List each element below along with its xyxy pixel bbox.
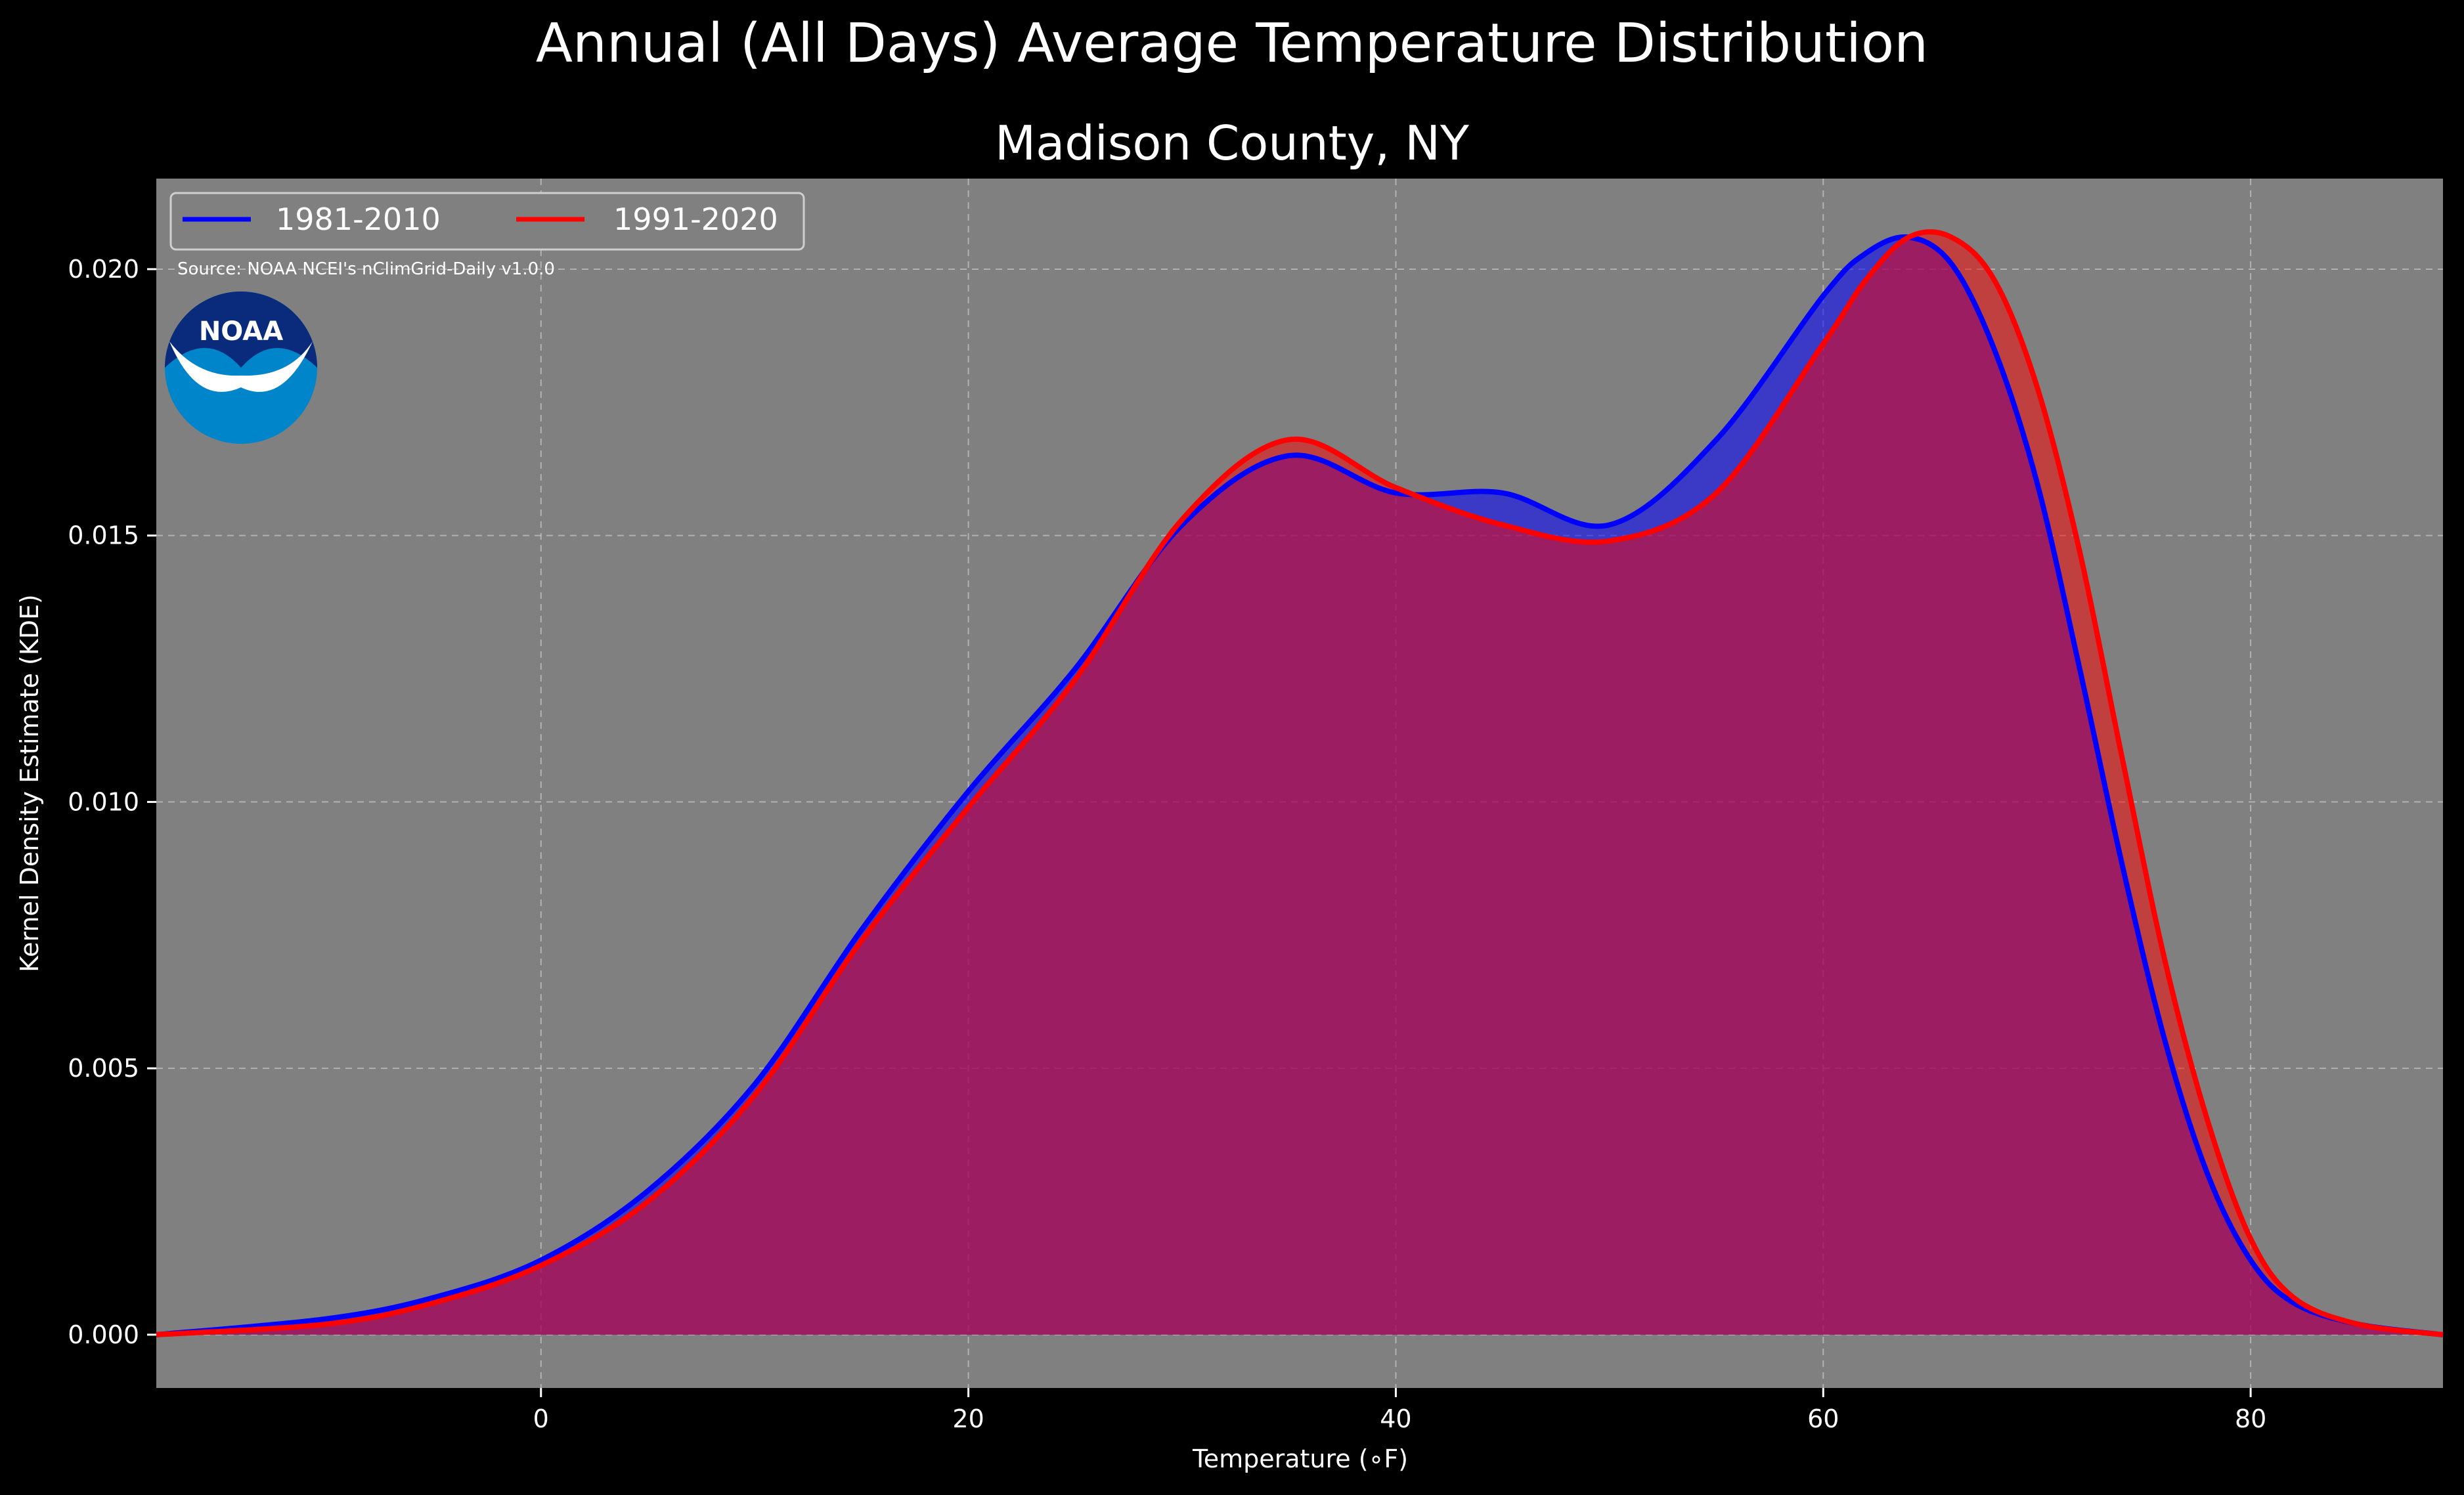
noaa-logo-text: NOAA	[199, 316, 283, 347]
y-tick-label: 0.015	[68, 521, 139, 550]
chart-subtitle: Madison County, NY	[994, 116, 1470, 171]
x-tick-label: 0	[533, 1404, 549, 1433]
x-tick-label: 80	[2235, 1404, 2266, 1433]
legend-label-1991-2020: 1991-2020	[613, 202, 778, 237]
noaa-logo-top	[165, 292, 317, 368]
series-fills	[156, 232, 2443, 1335]
line-1991-2020	[156, 229, 2444, 1337]
y-tick-label: 0.000	[68, 1320, 139, 1349]
y-tick-label: 0.005	[68, 1054, 139, 1083]
legend: 1981-2010 1991-2020	[169, 192, 805, 251]
x-tick-label: 60	[1807, 1404, 1839, 1433]
line-1981-2010	[156, 234, 2444, 1337]
y-tick-label: 0.010	[68, 787, 139, 816]
y-axis-label: Kernel Density Estimate (KDE)	[15, 594, 44, 972]
source-note: Source: NOAA NCEI's nClimGrid-Daily v1.0…	[177, 259, 555, 279]
x-tick-label: 40	[1380, 1404, 1411, 1433]
area-1991-2020	[156, 232, 2443, 1335]
y-tick-label: 0.020	[68, 255, 139, 284]
chart-suptitle: Annual (All Days) Average Temperature Di…	[535, 12, 1929, 75]
tick-labels: 0 20 40 60 80 0.000 0.005 0.010 0.015 0.020	[68, 255, 2266, 1433]
legend-label-1981-2010: 1981-2010	[276, 202, 441, 237]
legend-box	[169, 192, 805, 251]
x-tick-label: 20	[952, 1404, 984, 1433]
series-lines	[156, 229, 2444, 1337]
x-axis-label: Temperature (∘F)	[1192, 1444, 1408, 1473]
noaa-logo-gull	[169, 341, 313, 392]
noaa-logo: NOAA	[165, 292, 317, 444]
